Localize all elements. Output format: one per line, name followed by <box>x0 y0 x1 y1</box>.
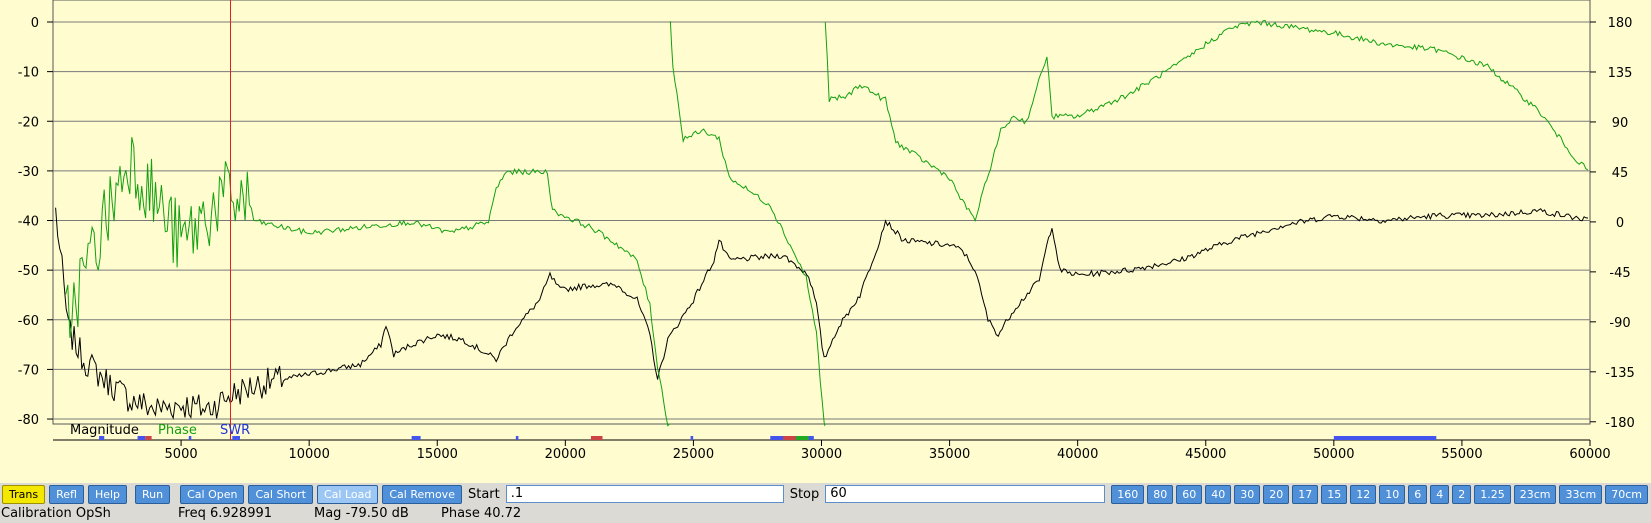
cal-remove-button[interactable]: Cal Remove <box>382 484 462 504</box>
band-button-4[interactable]: 4 <box>1430 484 1450 504</box>
legend-magnitude: Magnitude <box>70 423 139 438</box>
y-left-tick-label: -80 <box>18 413 39 428</box>
y-right-tick-label: -90 <box>1609 316 1630 331</box>
trans-button[interactable]: Trans <box>2 484 46 504</box>
x-tick-label: 35000 <box>929 447 970 462</box>
x-tick-label: 20000 <box>545 447 586 462</box>
y-right-tick-label: 135 <box>1608 66 1633 81</box>
stop-label: Stop <box>789 486 820 502</box>
x-tick-label: 5000 <box>165 447 198 462</box>
band-button-30[interactable]: 30 <box>1234 484 1261 504</box>
x-tick-label: 40000 <box>1057 447 1098 462</box>
band-marker <box>99 436 105 440</box>
vna-chart[interactable]: 0 -10 -20 -30 -40 -50 -60 -70 -80 180 135 90 45 0 -45 -… <box>0 0 1651 483</box>
band-button-23cm[interactable]: 23cm <box>1513 484 1557 504</box>
band-marker <box>795 436 809 440</box>
band-button-70cm[interactable]: 70cm <box>1605 484 1648 504</box>
band-button-33cm[interactable]: 33cm <box>1559 484 1603 504</box>
band-marker <box>411 436 421 440</box>
status-mode: Calibration OpSh <box>1 506 111 521</box>
band-marker <box>1333 436 1437 440</box>
band-button-1-25[interactable]: 1.25 <box>1474 484 1511 504</box>
cal-load-button[interactable]: Cal Load <box>316 484 379 504</box>
band-marker <box>188 436 192 440</box>
legend-swr: SWR <box>220 423 250 438</box>
refl-button[interactable]: Refl <box>49 484 84 504</box>
y-left-tick-label: -40 <box>18 215 39 230</box>
x-tick-label: 15000 <box>417 447 458 462</box>
y-right-tick-label: 0 <box>1616 216 1624 231</box>
status-freq: Freq 6.928991 <box>178 506 273 521</box>
y-left-tick-label: -30 <box>18 165 39 180</box>
status-bar: Calibration OpSh Freq 6.928991 Mag -79.5… <box>0 505 1651 523</box>
x-tick-label: 30000 <box>801 447 842 462</box>
help-button[interactable]: Help <box>87 484 128 504</box>
x-tick-label: 50000 <box>1313 447 1354 462</box>
band-buttons: 160 80 60 40 30 20 17 15 12 10 6 4 2 1.25 23cm 33cm 70cm <box>1111 484 1651 504</box>
band-button-20[interactable]: 20 <box>1263 484 1290 504</box>
stop-input[interactable]: 60 <box>825 485 1106 503</box>
start-label: Start <box>467 486 500 502</box>
y-right-tick-label: 90 <box>1612 116 1629 131</box>
run-button[interactable]: Run <box>135 484 171 504</box>
band-button-12[interactable]: 12 <box>1350 484 1377 504</box>
band-button-80[interactable]: 80 <box>1147 484 1174 504</box>
band-marker <box>137 436 146 440</box>
band-button-2[interactable]: 2 <box>1452 484 1472 504</box>
band-button-160[interactable]: 160 <box>1111 484 1145 504</box>
band-marker <box>232 436 240 440</box>
y-right-tick-label: 180 <box>1608 16 1633 31</box>
y-left-tick-label: -70 <box>18 363 39 378</box>
band-marker <box>783 436 796 440</box>
legend-phase: Phase <box>158 423 197 438</box>
band-marker <box>145 436 152 440</box>
band-button-10[interactable]: 10 <box>1379 484 1406 504</box>
y-left-tick-label: -20 <box>18 115 39 130</box>
cal-open-button[interactable]: Cal Open <box>180 484 245 504</box>
y-left-tick-label: -50 <box>18 264 39 279</box>
cal-short-button[interactable]: Cal Short <box>248 484 313 504</box>
start-input[interactable]: .1 <box>505 485 784 503</box>
y-right-tick-label: 45 <box>1612 166 1629 181</box>
plot-frame <box>52 0 1591 425</box>
y-right-tick-label: -45 <box>1609 266 1630 281</box>
band-marker <box>690 436 694 440</box>
x-tick-label: 25000 <box>673 447 714 462</box>
band-button-6[interactable]: 6 <box>1408 484 1428 504</box>
y-right-tick-label: -180 <box>1605 416 1635 431</box>
x-tick-label: 60000 <box>1569 447 1610 462</box>
band-marker <box>515 436 519 440</box>
band-button-17[interactable]: 17 <box>1292 484 1319 504</box>
series-phase-line <box>65 19 1589 427</box>
band-button-60[interactable]: 60 <box>1176 484 1203 504</box>
x-tick-label: 55000 <box>1441 447 1482 462</box>
y-left-tick-label: -10 <box>18 66 39 81</box>
y-right-tick-label: -135 <box>1605 366 1635 381</box>
status-mag: Mag -79.50 dB <box>314 506 409 521</box>
band-button-40[interactable]: 40 <box>1205 484 1232 504</box>
band-marker <box>590 436 603 440</box>
y-left-tick-label: 0 <box>31 16 39 31</box>
x-tick-label: 10000 <box>288 447 329 462</box>
y-left-tick-label: -60 <box>18 314 39 329</box>
control-bar: Trans Refl Help Run Cal Open Cal Short C… <box>0 483 1651 505</box>
band-button-15[interactable]: 15 <box>1321 484 1348 504</box>
series-magnitude-line <box>55 207 1589 420</box>
x-tick-label: 45000 <box>1185 447 1226 462</box>
plot-area[interactable]: 0 -10 -20 -30 -40 -50 -60 -70 -80 180 135 90 45 0 -45 -… <box>0 0 1651 483</box>
status-phase: Phase 40.72 <box>441 506 522 521</box>
